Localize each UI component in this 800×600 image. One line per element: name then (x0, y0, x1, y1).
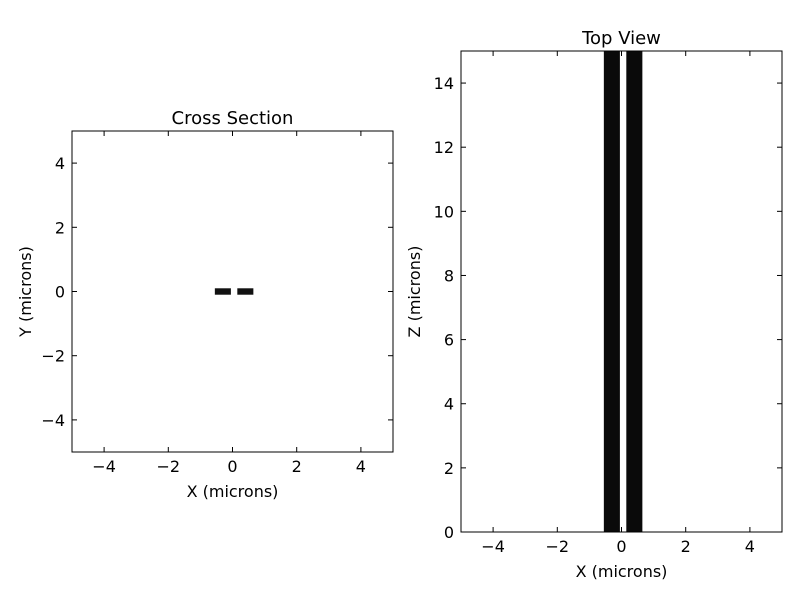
top-view-plot-frame (460, 50, 783, 533)
cross-section-y-tick-label: 4 (55, 154, 65, 173)
cross-section-plot-frame (71, 130, 394, 453)
cross-section-x-tick-label: 0 (227, 457, 237, 476)
cross-section-y-axis-label: Y (microns) (16, 246, 35, 338)
top-view-x-tick-label: −4 (481, 537, 505, 556)
cross-section-y-tick-label: 0 (55, 283, 65, 302)
cross-section-y-tick-label: 2 (55, 218, 65, 237)
top-view-x-tick-label: 0 (616, 537, 626, 556)
top-view-title: Top View (581, 28, 661, 49)
top-view-y-axis-label: Z (microns) (405, 246, 424, 338)
cross-section-x-tick-label: −2 (157, 457, 181, 476)
top-view-x-axis-label: X (microns) (576, 562, 668, 581)
cross-section-x-tick-label: 2 (292, 457, 302, 476)
cross-section-waveguide-1 (214, 288, 231, 295)
top-view-waveguide-1 (603, 51, 620, 532)
top-view-y-tick-label: 14 (434, 74, 454, 93)
top-view-y-tick-label: 4 (444, 395, 454, 414)
cross-section-panel: −4 −2 0 2 4 −4 −2 0 2 4 Cross Section X (microns) Y … (16, 108, 394, 501)
top-view-y-tick-label: 12 (434, 138, 454, 157)
top-view-y-tick-label: 2 (444, 459, 454, 478)
cross-section-y-tick-label: −4 (41, 411, 65, 430)
top-view-y-tick-label: 6 (444, 331, 454, 350)
cross-section-waveguide-2 (237, 288, 254, 295)
top-view-panel: −4 −2 0 2 4 0 2 4 6 8 10 12 14 Top View X (microns) Z (… (405, 28, 783, 581)
top-view-x-tick-label: −2 (546, 537, 570, 556)
top-view-x-tick-label: 4 (745, 537, 755, 556)
cross-section-x-axis-label: X (microns) (187, 482, 279, 501)
cross-section-x-tick-label: 4 (356, 457, 366, 476)
top-view-x-tick-label: 2 (681, 537, 691, 556)
cross-section-y-tick-label: −2 (41, 347, 65, 366)
cross-section-x-tick-label: −4 (92, 457, 116, 476)
cross-section-title: Cross Section (172, 108, 294, 129)
top-view-waveguide-2 (626, 51, 643, 532)
top-view-y-tick-label: 10 (434, 202, 454, 221)
top-view-y-tick-label: 8 (444, 266, 454, 285)
top-view-y-tick-label: 0 (444, 523, 454, 542)
